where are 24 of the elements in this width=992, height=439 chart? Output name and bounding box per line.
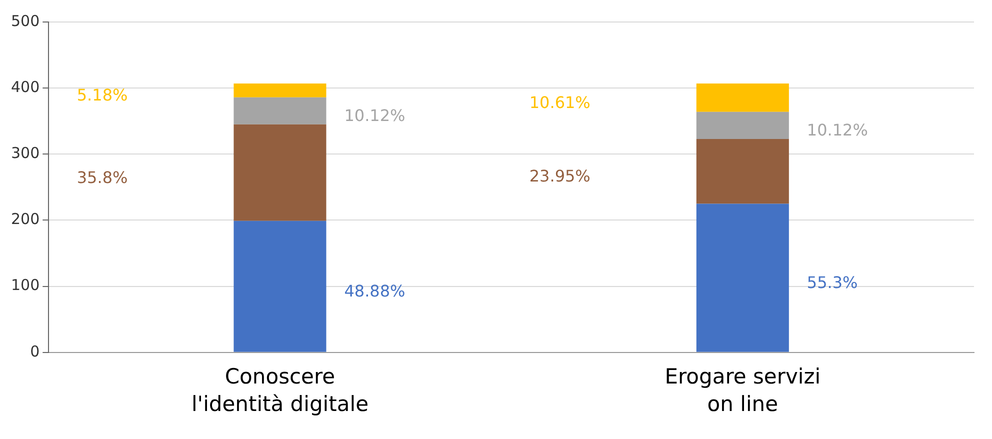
- bar: [234, 220, 326, 352]
- bar: [696, 204, 789, 352]
- bar: [696, 83, 789, 112]
- y-tick-label: 400: [10, 78, 40, 96]
- annotation: 35.8%: [76, 168, 128, 187]
- y-tick-label: 500: [10, 12, 40, 30]
- annotation: 10.12%: [344, 106, 406, 126]
- bar: [696, 138, 789, 204]
- annotation: 23.95%: [529, 166, 590, 186]
- y-tick-label: 200: [10, 210, 40, 228]
- y-tick-label: 300: [10, 144, 40, 162]
- annotation: 10.61%: [529, 92, 590, 112]
- bar: [234, 97, 326, 124]
- annotation: 5.18%: [76, 86, 128, 105]
- annotation: 55.3%: [806, 272, 858, 292]
- y-tick-label: 0: [30, 342, 40, 360]
- bar: [234, 83, 326, 98]
- y-tick-label: 100: [10, 276, 40, 294]
- bar: [696, 112, 789, 139]
- x-tick-label: Erogare servizi on line: [664, 364, 821, 416]
- bar: [234, 124, 326, 221]
- annotation: 48.88%: [344, 282, 406, 301]
- annotation: 10.12%: [806, 120, 868, 140]
- x-tick-label: Conoscere l'identità digitale: [191, 364, 368, 416]
